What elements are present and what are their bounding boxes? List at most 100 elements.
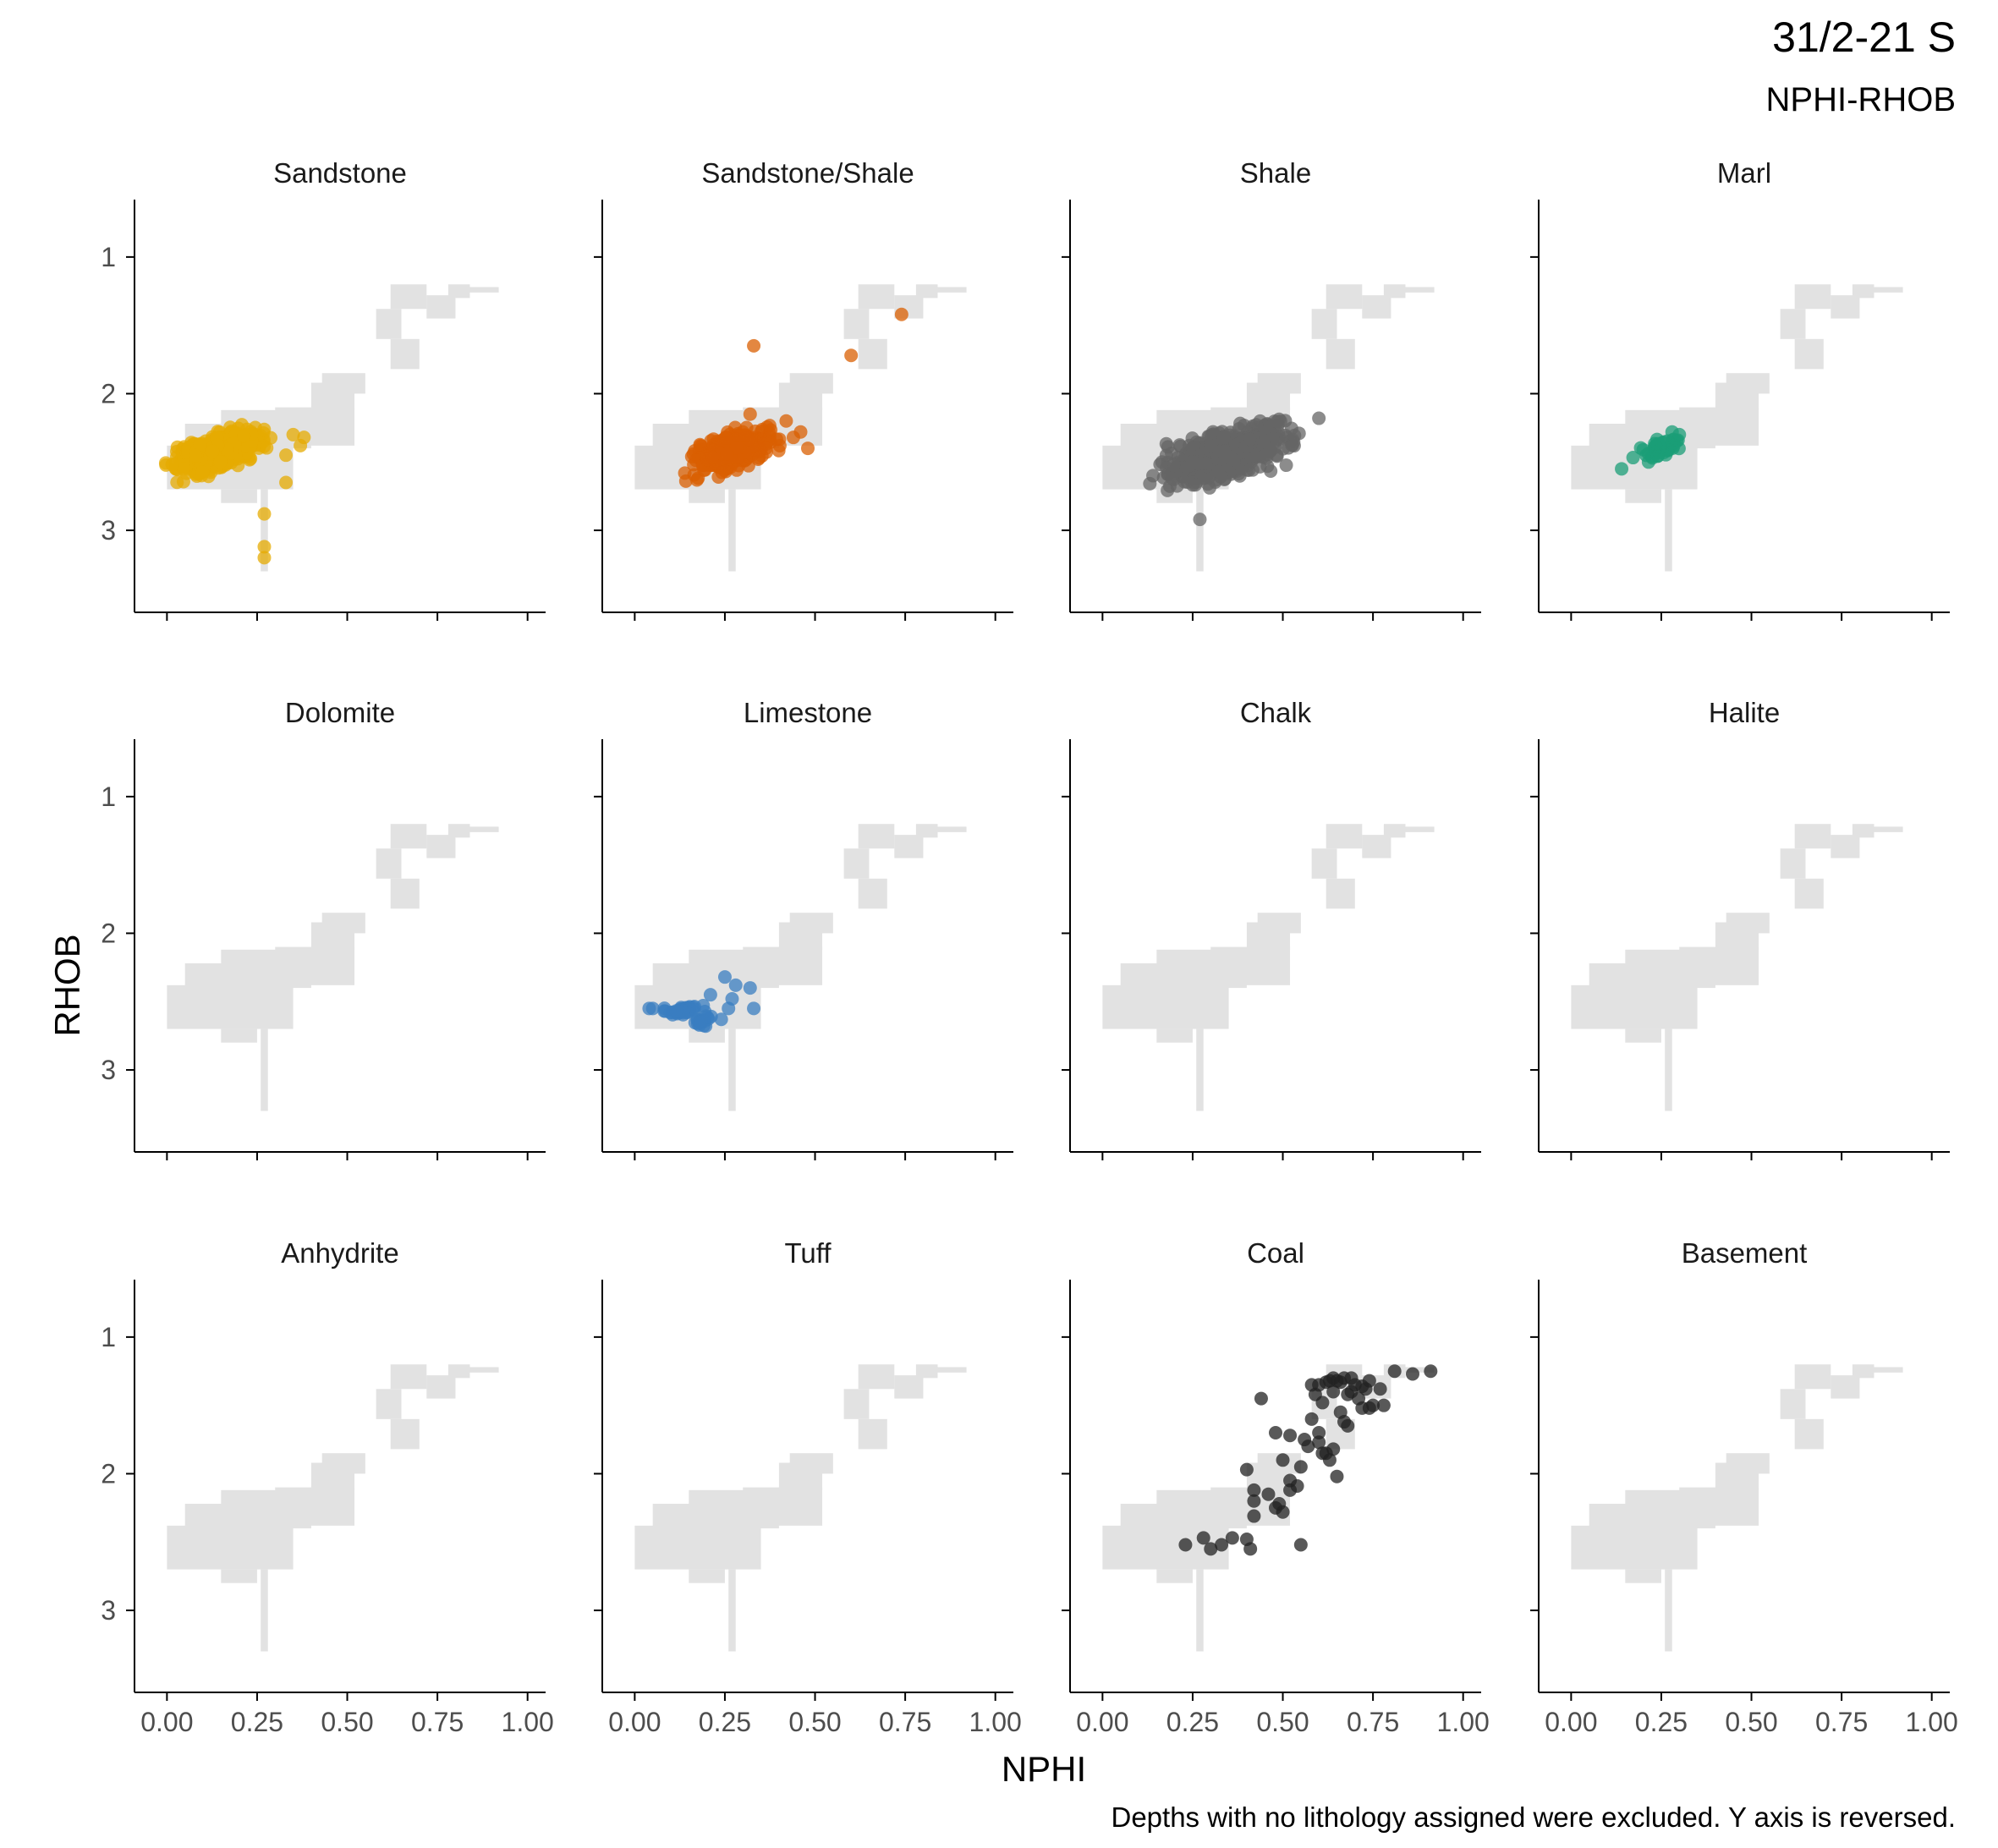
data-point [195,465,210,480]
data-point [1204,1542,1218,1556]
data-point [1304,1412,1319,1426]
density-bin [1852,284,1874,299]
density-bin [426,835,456,858]
data-point [1261,1487,1276,1501]
density-bin [1326,878,1355,909]
data-point [1239,1462,1254,1477]
data-point [714,1012,728,1027]
axes [594,739,1013,1160]
data-point [165,458,179,472]
x-tick-label: 1.00 [1906,1707,1958,1737]
density-bin [1405,1367,1435,1373]
x-tick-label: 0.50 [1256,1707,1309,1737]
data-point [1160,460,1174,474]
density-bin [1852,1364,1874,1379]
density-bin [1326,338,1355,370]
data-point [1193,513,1207,527]
density-bin [843,848,870,879]
data-point [1287,428,1302,442]
density-bin [915,284,938,299]
density-bin [1794,878,1824,909]
density-bin [1362,295,1391,319]
density-bin [469,826,499,832]
data-point [1424,1364,1438,1379]
data-point [1651,436,1666,451]
data-point [1215,1538,1229,1552]
facet-panel-sandstone-shale: Sandstone/Shale [594,157,1013,621]
data-point [1301,1439,1315,1454]
data-point [1243,432,1257,447]
data-point [1276,1453,1290,1467]
data-point [279,475,294,490]
data-point [206,444,220,458]
density-bin [1852,824,1874,838]
density-bin [1874,287,1903,293]
density-bin [1625,1569,1661,1583]
x-tick-label: 0.00 [1076,1707,1128,1737]
data-point [1161,440,1175,454]
density-bin [634,1525,761,1570]
density-bin [1794,284,1831,310]
scatter-points [642,970,761,1034]
x-tick-label: 0.25 [1166,1707,1219,1737]
facet-strip-label: Tuff [784,1237,832,1269]
data-point [1626,451,1640,465]
density-bin [1196,1028,1204,1111]
density-bin [390,1418,420,1450]
axes [126,1280,546,1701]
density-bin [167,1525,294,1570]
data-point [738,428,752,442]
y-tick-label: 3 [101,1595,116,1626]
axes [1530,739,1950,1160]
density-bin [843,1389,870,1419]
data-point [678,474,693,488]
facet-panel-chalk: Chalk [1062,697,1481,1160]
data-point [1312,411,1326,425]
density-bin [858,878,887,909]
data-point [743,407,757,421]
density-bin [689,1569,725,1583]
data-point [762,419,777,433]
data-point [772,439,787,453]
density-bin [689,1028,725,1043]
data-point [177,462,191,476]
density-bin [1405,826,1435,832]
density-bin [321,373,365,394]
data-point [257,540,272,554]
density-bin [1794,338,1824,370]
facet-strip-label: Sandstone/Shale [701,157,914,189]
axes [1062,200,1481,621]
density-bin [1679,946,1759,985]
density-bin [858,824,895,849]
density-bin [858,1418,887,1450]
x-tick-label: 1.00 [502,1707,554,1737]
axes [1062,1280,1481,1701]
facet-panel-halite: Halite [1530,697,1950,1160]
facet-strip-label: Limestone [744,697,872,728]
density-bin [1726,373,1770,394]
data-point [703,988,717,1002]
facet-strip-label: Marl [1717,157,1771,189]
density-bin [1156,1569,1193,1583]
data-point [728,978,743,992]
data-point [1344,1371,1359,1385]
density-bin [1794,824,1831,849]
data-point [1270,414,1284,429]
facet-panel-marl: Marl [1530,157,1950,621]
axes [594,1280,1013,1701]
density-bin [937,287,967,293]
density-bin [275,946,355,985]
data-point [279,448,294,463]
data-point [1178,1538,1193,1552]
density-bin [743,1487,823,1526]
data-point [1615,462,1629,476]
facet-strip-label: Basement [1682,1237,1808,1269]
data-point [1406,1367,1419,1381]
density-bin [937,1367,967,1373]
data-point [170,475,184,490]
density-bin [167,984,294,1029]
data-point [193,437,207,452]
chart-caption: Depths with no lithology assigned were e… [1111,1801,1957,1833]
x-tick-label: 1.00 [1437,1707,1490,1737]
